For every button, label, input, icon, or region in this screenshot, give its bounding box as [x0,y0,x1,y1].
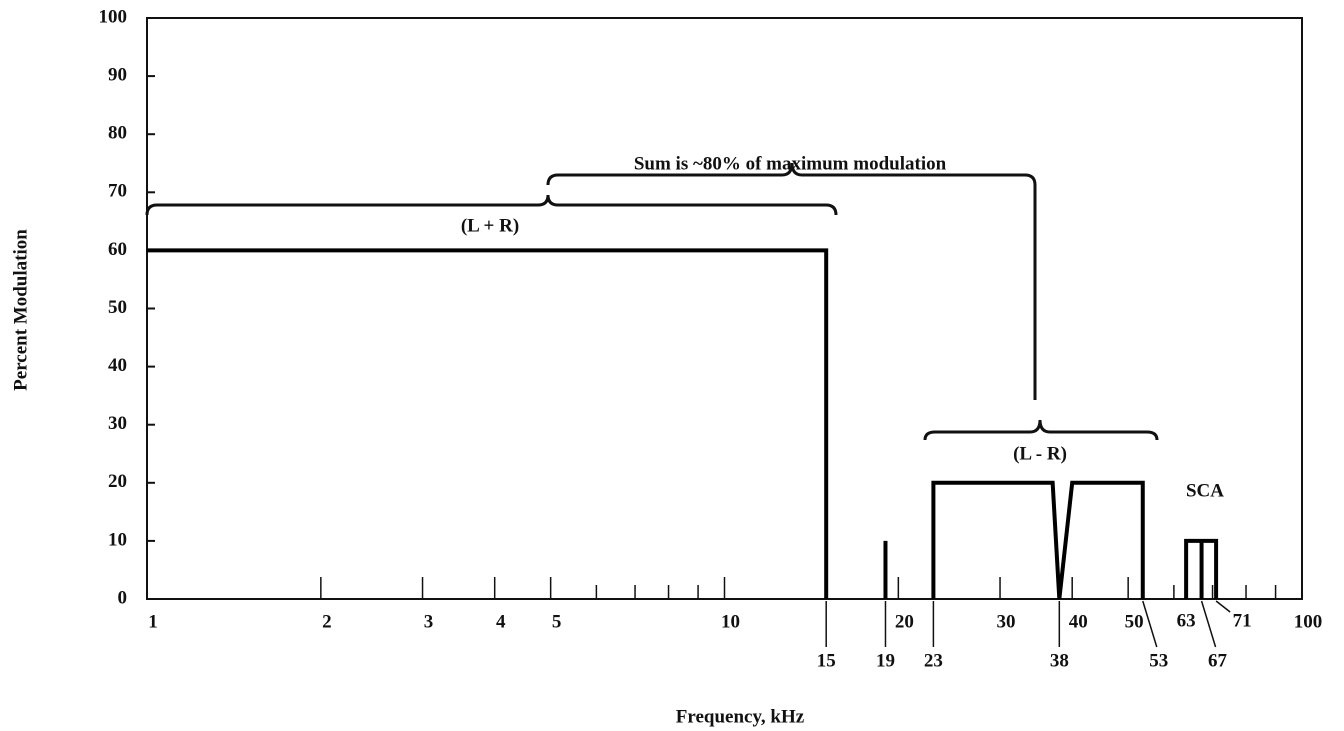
x-tick-label: 1 [148,611,158,632]
x-annotation-label: 23 [924,650,943,671]
leader-line [1142,600,1158,648]
x-annotation-label: 38 [1050,650,1069,671]
x-tick-label: 10 [721,611,740,632]
x-tick-label: 100 [1294,611,1323,632]
y-tick-label: 30 [108,413,127,434]
y-tick-label: 10 [108,529,127,550]
y-tick-label: 100 [99,6,128,27]
x-annotation-label: 71 [1233,610,1252,631]
annotation: SCA [1186,480,1224,501]
brace-l-minus-r [923,419,1159,441]
y-tick-label: 90 [108,64,127,85]
x-tick-label: 3 [424,611,434,632]
x-annotation-label: 67 [1208,650,1228,671]
leader-line [1200,600,1217,648]
y-tick-label: 70 [108,181,127,202]
y-tick-label: 40 [108,355,127,376]
brace-l-plus-r [145,194,838,216]
y-axis-label: Percent Modulation [10,229,31,391]
brace-sum [546,162,1037,400]
x-tick-label: 5 [552,611,562,632]
spectrum-line [931,480,1145,600]
x-annotation-label: 19 [876,650,895,671]
spectrum-line [147,248,829,599]
plot-frame [146,17,1303,600]
leader-line [1215,600,1231,613]
annotation: Sum is ~80% of maximum modulation [634,153,947,174]
x-tick-label: 40 [1069,611,1088,632]
annotation: (L - R) [1013,443,1067,464]
x-axis-label: Frequency, kHz [676,706,805,727]
x-tick-label: 20 [895,611,914,632]
y-tick-label: 80 [108,123,127,144]
x-annotation-label: 63 [1177,610,1196,631]
x-annotation-label: 15 [817,650,836,671]
x-tick-label: 50 [1125,611,1144,632]
y-tick-label: 60 [108,239,127,260]
x-tick-label: 2 [322,611,332,632]
y-tick-label: 50 [108,297,127,318]
annotation: (L + R) [461,215,519,236]
y-tick-label: 0 [118,587,128,608]
x-annotation-label: 53 [1149,650,1168,671]
x-tick-label: 4 [496,611,506,632]
y-tick-label: 20 [108,471,127,492]
x-tick-label: 30 [997,611,1016,632]
